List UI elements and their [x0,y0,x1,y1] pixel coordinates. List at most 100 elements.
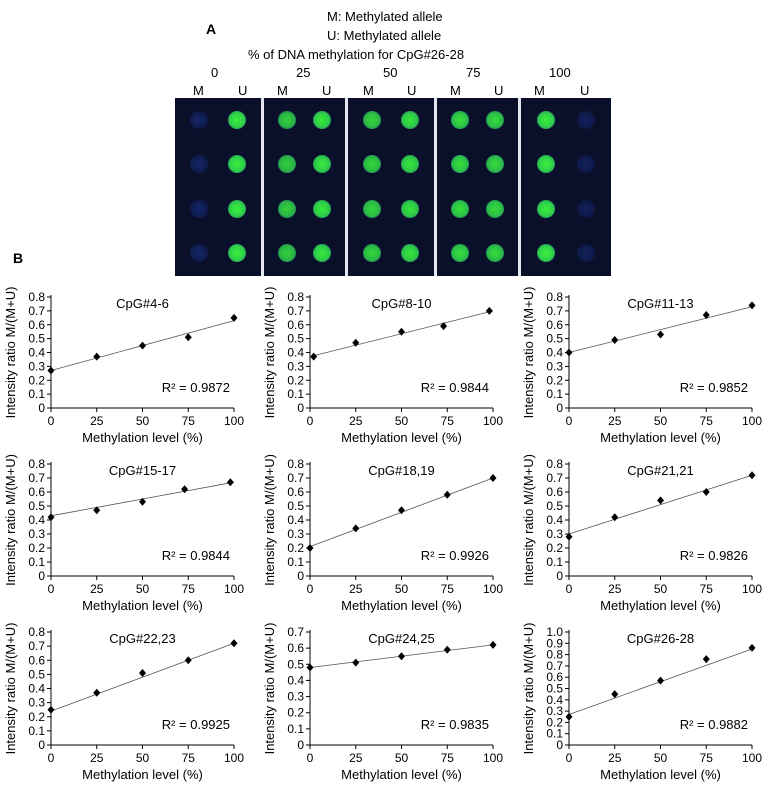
unmethylated-spot [576,111,595,129]
data-point [748,643,756,652]
unmethylated-spot [486,200,505,218]
unmethylated-spot [486,111,505,129]
y-tick-label: 0.7 [546,471,563,485]
methylated-spot [450,200,469,218]
methylated-spot [450,155,469,173]
data-point [398,506,405,515]
y-tick-label: 0.5 [28,332,45,346]
y-tick-label: 0.2 [28,710,45,724]
x-tick-label: 0 [48,582,55,596]
data-point [139,497,146,506]
percent-label: 75 [466,65,481,80]
x-tick-label: 25 [349,414,363,428]
microarray-image [175,98,611,276]
y-axis-label: Intensity ratio M/(M+U) [521,623,536,755]
x-tick-label: 75 [700,414,714,428]
data-point [565,532,573,541]
y-axis-label: Intensity ratio M/(M+U) [262,287,277,419]
y-tick-label: 0.6 [287,318,304,332]
chart-title: CpG#8-10 [372,296,432,311]
unmethylated-spot [313,111,332,129]
y-tick-label: 0.8 [546,290,563,304]
y-tick-label: 0 [556,569,563,583]
r-squared-label: R² = 0.9826 [680,548,748,563]
r-squared-label: R² = 0.9852 [680,380,748,395]
chart-title: CpG#22,23 [109,631,176,646]
methylated-spot [277,111,296,129]
x-tick-label: 75 [182,582,196,596]
methylated-spot [363,200,382,218]
y-tick-label: 0.7 [28,639,45,653]
x-tick-label: 25 [90,582,104,596]
x-tick-label: 25 [608,582,622,596]
y-tick-label: 0.5 [546,682,563,696]
y-tick-label: 0.2 [287,541,304,555]
allele-label: U [238,83,248,98]
y-tick-label: 0.6 [28,318,45,332]
y-tick-label: 0.2 [287,373,304,387]
x-tick-label: 25 [349,582,363,596]
r-squared-label: R² = 0.9844 [421,380,489,395]
methylated-spot [190,200,209,218]
data-point [181,485,189,494]
methylated-spot [537,200,556,218]
methylated-spot [190,155,209,173]
data-point [306,544,314,552]
x-tick-label: 0 [48,751,55,765]
x-tick-label: 100 [224,751,244,765]
data-point [306,663,314,672]
y-tick-label: 0.1 [546,387,563,401]
x-axis-label: Methylation level (%) [82,598,203,613]
y-tick-label: 0 [38,569,45,583]
y-tick-label: 0.7 [28,304,45,318]
y-tick-label: 0.8 [28,625,45,639]
data-point [443,490,451,499]
x-axis-label: Methylation level (%) [82,767,203,782]
x-tick-label: 0 [566,582,573,596]
x-tick-label: 50 [136,582,150,596]
unmethylated-spot [576,155,595,173]
y-tick-label: 0 [38,738,45,752]
y-tick-label: 0.2 [546,541,563,555]
x-tick-label: 100 [224,582,244,596]
data-point [702,488,710,496]
data-point [398,652,405,661]
y-tick-label: 0.7 [28,471,45,485]
x-tick-label: 25 [349,751,363,765]
unmethylated-spot [400,155,419,173]
x-tick-label: 50 [136,414,150,428]
x-tick-label: 100 [742,582,762,596]
x-tick-label: 100 [742,751,762,765]
methylated-spot [450,111,469,129]
y-tick-label: 0.4 [546,693,563,707]
array-separator [261,98,264,276]
x-tick-label: 50 [136,751,150,765]
data-point [398,327,405,336]
methylated-spot [277,200,296,218]
y-tick-label: 0.8 [28,457,45,471]
allele-label: M [450,83,461,98]
chart-title: CpG#11-13 [627,296,693,311]
y-tick-label: 0.7 [287,304,304,318]
y-tick-label: 0.8 [287,290,304,304]
y-axis-label: Intensity ratio M/(M+U) [521,287,536,419]
allele-label: U [580,83,590,98]
y-tick-label: 0.1 [28,387,45,401]
x-tick-label: 75 [182,751,196,765]
methylated-spot [363,244,382,262]
y-axis-label: Intensity ratio M/(M+U) [3,287,18,419]
unmethylated-spot [486,155,505,173]
data-point [702,311,710,320]
methylated-spot [537,155,556,173]
data-point [489,640,497,649]
unmethylated-spot [576,244,595,262]
trend-line [50,642,235,712]
x-tick-label: 0 [307,751,314,765]
methylated-spot [190,111,209,129]
data-point [93,352,101,361]
y-tick-label: 0.4 [28,682,45,696]
unmethylated-spot [576,200,595,218]
array-title: % of DNA methylation for CpG#26-28 [248,47,465,62]
y-tick-label: 0.6 [287,641,304,655]
